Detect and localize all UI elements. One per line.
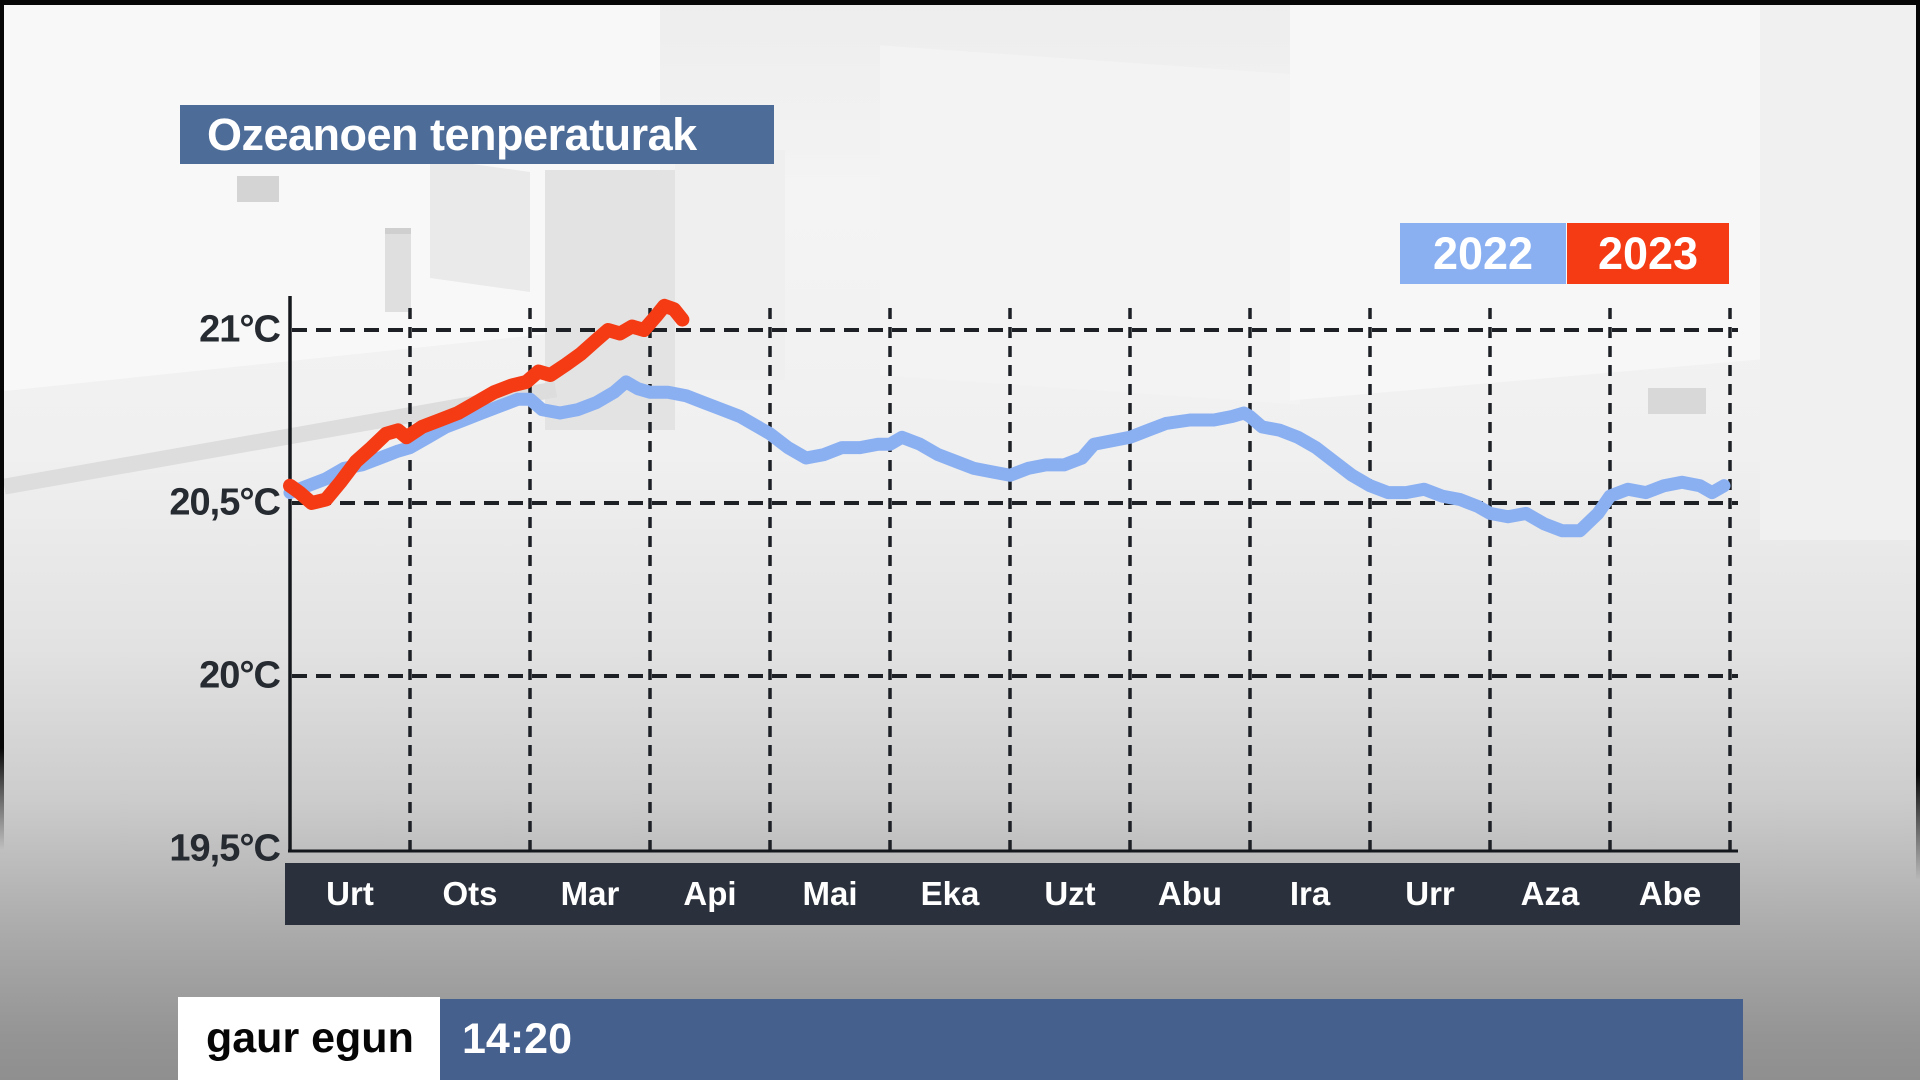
legend-item-2022: 2022: [1400, 223, 1566, 284]
month-label-Ira: Ira: [1289, 875, 1331, 912]
y-axis-tick-label: 21°C: [199, 308, 281, 351]
y-axis-tick-label: 20°C: [199, 654, 281, 697]
month-label-Ots: Ots: [442, 875, 498, 912]
ticker-brand-box: gaur egun: [178, 997, 440, 1080]
chart-title: Ozeanoen tenperaturak: [207, 108, 697, 160]
legend-item-2023: 2023: [1567, 223, 1729, 284]
month-label-Urt: Urt: [326, 875, 374, 912]
frame-edge-top: [0, 0, 1920, 5]
month-label-Abe: Abe: [1638, 875, 1702, 912]
ticker-brand-label: gaur egun: [206, 1014, 414, 1062]
month-label-Aza: Aza: [1520, 875, 1580, 912]
y-axis-tick-label: 20,5°C: [169, 481, 281, 524]
ticker-bar: 14:20: [440, 999, 1743, 1080]
month-label-Mar: Mar: [560, 875, 620, 912]
month-label-Urr: Urr: [1405, 875, 1455, 912]
series-line-2023: [283, 298, 690, 510]
month-label-Uzt: Uzt: [1044, 875, 1096, 912]
x-axis-month-bar: Urt Ots Mar Api Mai Eka Uzt Abu Ira Urr Aza Abe: [285, 863, 1740, 925]
ticker-time: 14:20: [462, 1015, 572, 1063]
chart-title-box: Ozeanoen tenperaturak: [180, 105, 774, 164]
month-label-Abu: Abu: [1157, 875, 1223, 912]
legend-label-2023: 2023: [1597, 227, 1699, 279]
month-label-Mai: Mai: [802, 875, 858, 912]
series-line-2022: [283, 375, 1731, 538]
y-axis-tick-label: 19,5°C: [169, 827, 281, 870]
frame-edge-right: [1916, 0, 1920, 880]
month-label-Eka: Eka: [920, 875, 980, 912]
chart-legend: 2022 2023: [1400, 223, 1729, 284]
legend-label-2022: 2022: [1432, 227, 1534, 279]
frame-edge-left: [0, 0, 4, 850]
month-label-Api: Api: [683, 875, 737, 912]
